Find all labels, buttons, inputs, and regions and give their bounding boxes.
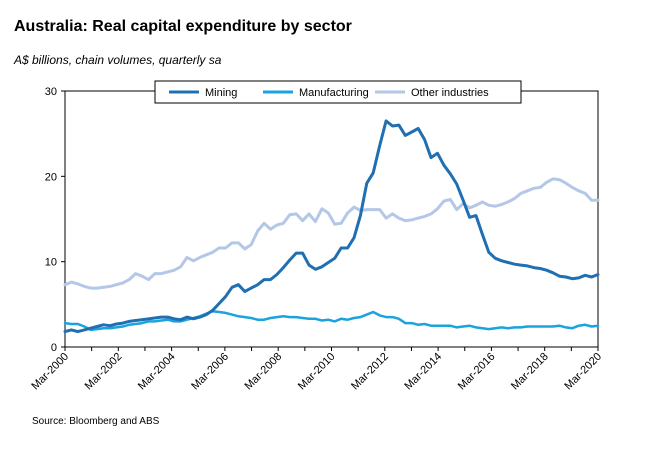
y-tick-label: 20 (45, 171, 57, 183)
y-tick-label: 10 (45, 257, 57, 269)
legend-label-mining: Mining (205, 87, 237, 99)
x-tick-label: Mar-2014 (402, 351, 444, 393)
legend-label-other-industries: Other industries (411, 87, 489, 99)
legend-box (154, 80, 522, 104)
y-tick-label: 30 (45, 86, 57, 98)
chart-subtitle: A$ billions, chain volumes, quarterly sa (14, 53, 222, 67)
x-tick-label: Mar-2002 (83, 351, 125, 393)
x-tick-label: Mar-2008 (243, 351, 285, 393)
series-line-other-industries (63, 177, 600, 290)
x-tick-label: Mar-2000 (29, 351, 71, 393)
x-tick-label: Mar-2016 (456, 351, 498, 393)
series-line-mining (63, 119, 600, 334)
x-tick-label: Mar-2004 (136, 351, 178, 393)
x-tick-label: Mar-2018 (509, 351, 551, 393)
x-tick-label: Mar-2012 (349, 351, 391, 393)
plot-area: 0 10 20 30 Mar-2000 Mar-2002 Mar-2004 Mar-2006 M… (29, 80, 604, 393)
y-tick-label: 0 (51, 342, 57, 354)
source-note: Source: Bloomberg and ABS (32, 416, 160, 427)
chart-title: Australia: Real capital expenditure by s… (14, 18, 352, 35)
legend-label-manufacturing: Manufacturing (299, 87, 369, 99)
x-tick-label: Mar-2020 (562, 351, 604, 393)
x-tick-label: Mar-2010 (296, 351, 338, 393)
x-tick-label: Mar-2006 (189, 351, 231, 393)
series-line-manufacturing (63, 309, 600, 332)
